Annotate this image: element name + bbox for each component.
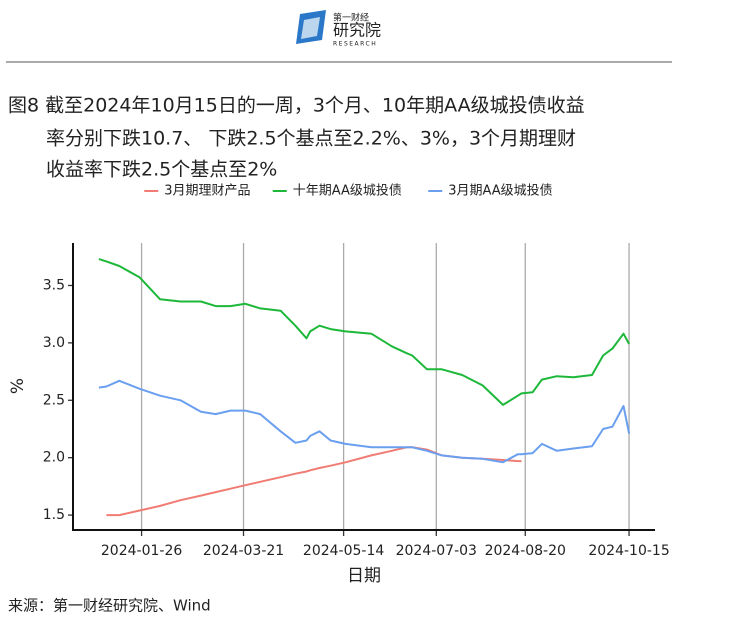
- plot: 2024-01-26 2024-03-21 2024-05-14 2024-07-03…: [43, 183, 670, 560]
- y-tick-label: 2.5: [43, 392, 65, 408]
- x-axis-label: 日期: [347, 566, 381, 586]
- y-tick-label: 1.5: [43, 507, 65, 523]
- legend-label: 3月期理财产品: [164, 184, 250, 199]
- x-tick-label: 2024-08-20: [485, 543, 566, 559]
- series-line: [98, 258, 630, 406]
- figure-title: 率分别下跌10.7、 下跌2.5个基点至2.2%、3%，3个月期理财: [46, 128, 576, 150]
- y-axis-label: %: [8, 378, 28, 394]
- x-tick-label: 2024-05-14: [303, 543, 384, 559]
- logo-sub: RESEARCH: [333, 41, 377, 48]
- y-tick-label: 3.0: [43, 335, 65, 351]
- figure-title: 图8 截至2024年10月15日的一周，3个月、10年期AA级城投债收益: [8, 95, 585, 117]
- y-tick-label: 3.5: [43, 277, 65, 293]
- series-line: [98, 379, 631, 464]
- x-tick-label: 2024-01-26: [101, 543, 182, 559]
- x-tick-label: 2024-10-15: [588, 543, 669, 559]
- legend-label: 十年期AA级城投债: [293, 183, 402, 199]
- logo-brand: 第一财经: [333, 12, 369, 24]
- logo: 第一财经 研究院 RESEARCH: [296, 10, 381, 48]
- logo-name: 研究院: [333, 21, 381, 40]
- legend-label: 3月期AA级城投债: [448, 183, 552, 199]
- source: 来源：第一财经研究院、Wind: [8, 597, 211, 615]
- x-tick-label: 2024-03-21: [203, 543, 284, 559]
- y-tick-label: 2.0: [43, 450, 65, 466]
- figure-title: 收益率下跌2.5个基点至2%: [46, 159, 277, 181]
- x-tick-label: 2024-07-03: [396, 543, 477, 559]
- logo-icon-inner: [301, 17, 320, 39]
